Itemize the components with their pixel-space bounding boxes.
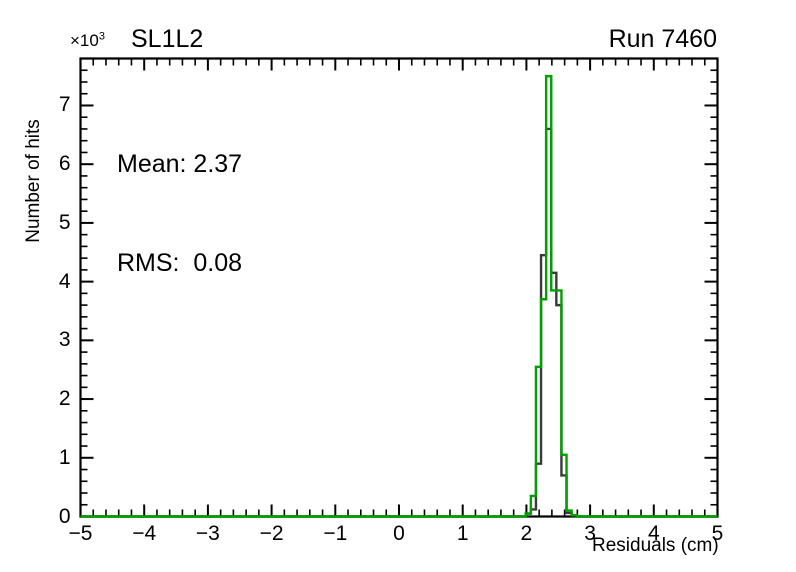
- x-tick-label: −2: [259, 521, 284, 545]
- y-tick-label: 7: [58, 93, 71, 117]
- y-axis-exponent-label: ×103: [70, 31, 105, 50]
- x-tick-label: 5: [711, 521, 724, 545]
- x-tick-label: −1: [323, 521, 348, 545]
- y-tick-label: 4: [58, 269, 71, 293]
- y-tick-label: 5: [58, 210, 71, 234]
- y-axis-exponent-prefix: ×10: [70, 31, 99, 50]
- statistic-rms: RMS: 0.08: [117, 249, 243, 277]
- x-tick-label: 3: [584, 521, 596, 545]
- y-tick-label: 6: [58, 152, 71, 176]
- x-tick-label: 0: [393, 521, 405, 545]
- x-tick-label: −5: [68, 521, 93, 545]
- y-tick-label: 2: [58, 387, 71, 411]
- y-tick-label: 0: [58, 504, 71, 528]
- y-tick-label: 1: [58, 445, 71, 469]
- histogram-series: [80, 74, 718, 518]
- page-title: SL1L2: [131, 25, 204, 53]
- y-axis-title: Number of hits: [23, 119, 44, 243]
- x-axis-title: Residuals (cm): [592, 535, 719, 556]
- x-tick-label: 4: [647, 521, 660, 545]
- green-histogram: [80, 74, 718, 518]
- x-tick-label: 2: [520, 521, 533, 545]
- y-tick-label: 3: [58, 328, 71, 352]
- x-tick-label: 1: [456, 521, 469, 545]
- statistic-mean: Mean: 2.37: [117, 150, 243, 178]
- y-axis-exponent-power: 3: [98, 30, 105, 43]
- run-label: Run 7460: [608, 25, 717, 53]
- x-tick-label: −4: [132, 521, 157, 545]
- statistics-box: Mean: 2.37 RMS: 0.08: [117, 82, 242, 313]
- axis-ticks: [79, 57, 719, 518]
- x-tick-label: −3: [195, 521, 220, 545]
